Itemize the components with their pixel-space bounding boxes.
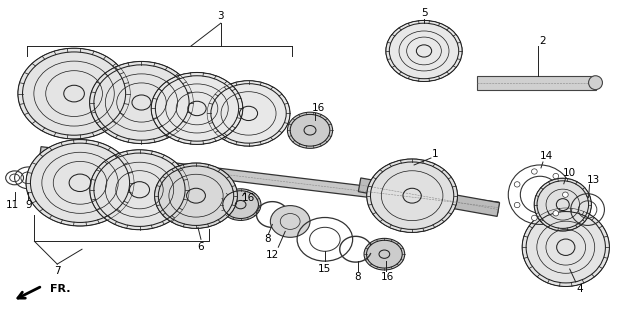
Polygon shape	[40, 147, 499, 213]
Text: 8: 8	[355, 272, 361, 282]
Ellipse shape	[151, 72, 243, 144]
Text: 11: 11	[6, 200, 19, 210]
Ellipse shape	[588, 76, 603, 90]
Ellipse shape	[90, 61, 193, 144]
Text: 13: 13	[587, 175, 600, 185]
Ellipse shape	[514, 182, 520, 187]
Ellipse shape	[207, 81, 290, 146]
Ellipse shape	[90, 150, 189, 230]
Ellipse shape	[553, 211, 559, 216]
Text: 16: 16	[381, 272, 394, 282]
Ellipse shape	[220, 189, 261, 220]
Ellipse shape	[271, 206, 310, 237]
Text: 12: 12	[266, 250, 279, 260]
Text: 15: 15	[318, 264, 332, 274]
Text: FR.: FR.	[50, 284, 71, 294]
Text: 16: 16	[312, 103, 325, 114]
Ellipse shape	[26, 140, 134, 226]
Text: 2: 2	[540, 36, 546, 46]
Text: 14: 14	[539, 151, 552, 161]
Ellipse shape	[534, 178, 592, 231]
Ellipse shape	[155, 163, 238, 228]
Polygon shape	[476, 76, 595, 90]
Text: 6: 6	[198, 242, 204, 252]
Ellipse shape	[531, 215, 537, 220]
Text: 1: 1	[432, 149, 439, 159]
Text: 3: 3	[218, 11, 224, 21]
Ellipse shape	[364, 238, 405, 270]
Text: 16: 16	[242, 193, 255, 203]
Text: 7: 7	[54, 266, 60, 276]
Ellipse shape	[553, 173, 559, 179]
Text: 8: 8	[264, 234, 271, 244]
Ellipse shape	[522, 208, 610, 286]
Ellipse shape	[531, 169, 537, 174]
Polygon shape	[358, 178, 499, 216]
Ellipse shape	[562, 192, 569, 197]
Text: 5: 5	[420, 8, 427, 18]
Text: 4: 4	[577, 284, 583, 294]
Ellipse shape	[386, 20, 462, 82]
Ellipse shape	[287, 112, 333, 148]
Ellipse shape	[18, 48, 130, 139]
Text: 9: 9	[25, 200, 32, 210]
Ellipse shape	[514, 202, 520, 208]
Ellipse shape	[367, 159, 458, 232]
Text: 10: 10	[563, 168, 577, 178]
